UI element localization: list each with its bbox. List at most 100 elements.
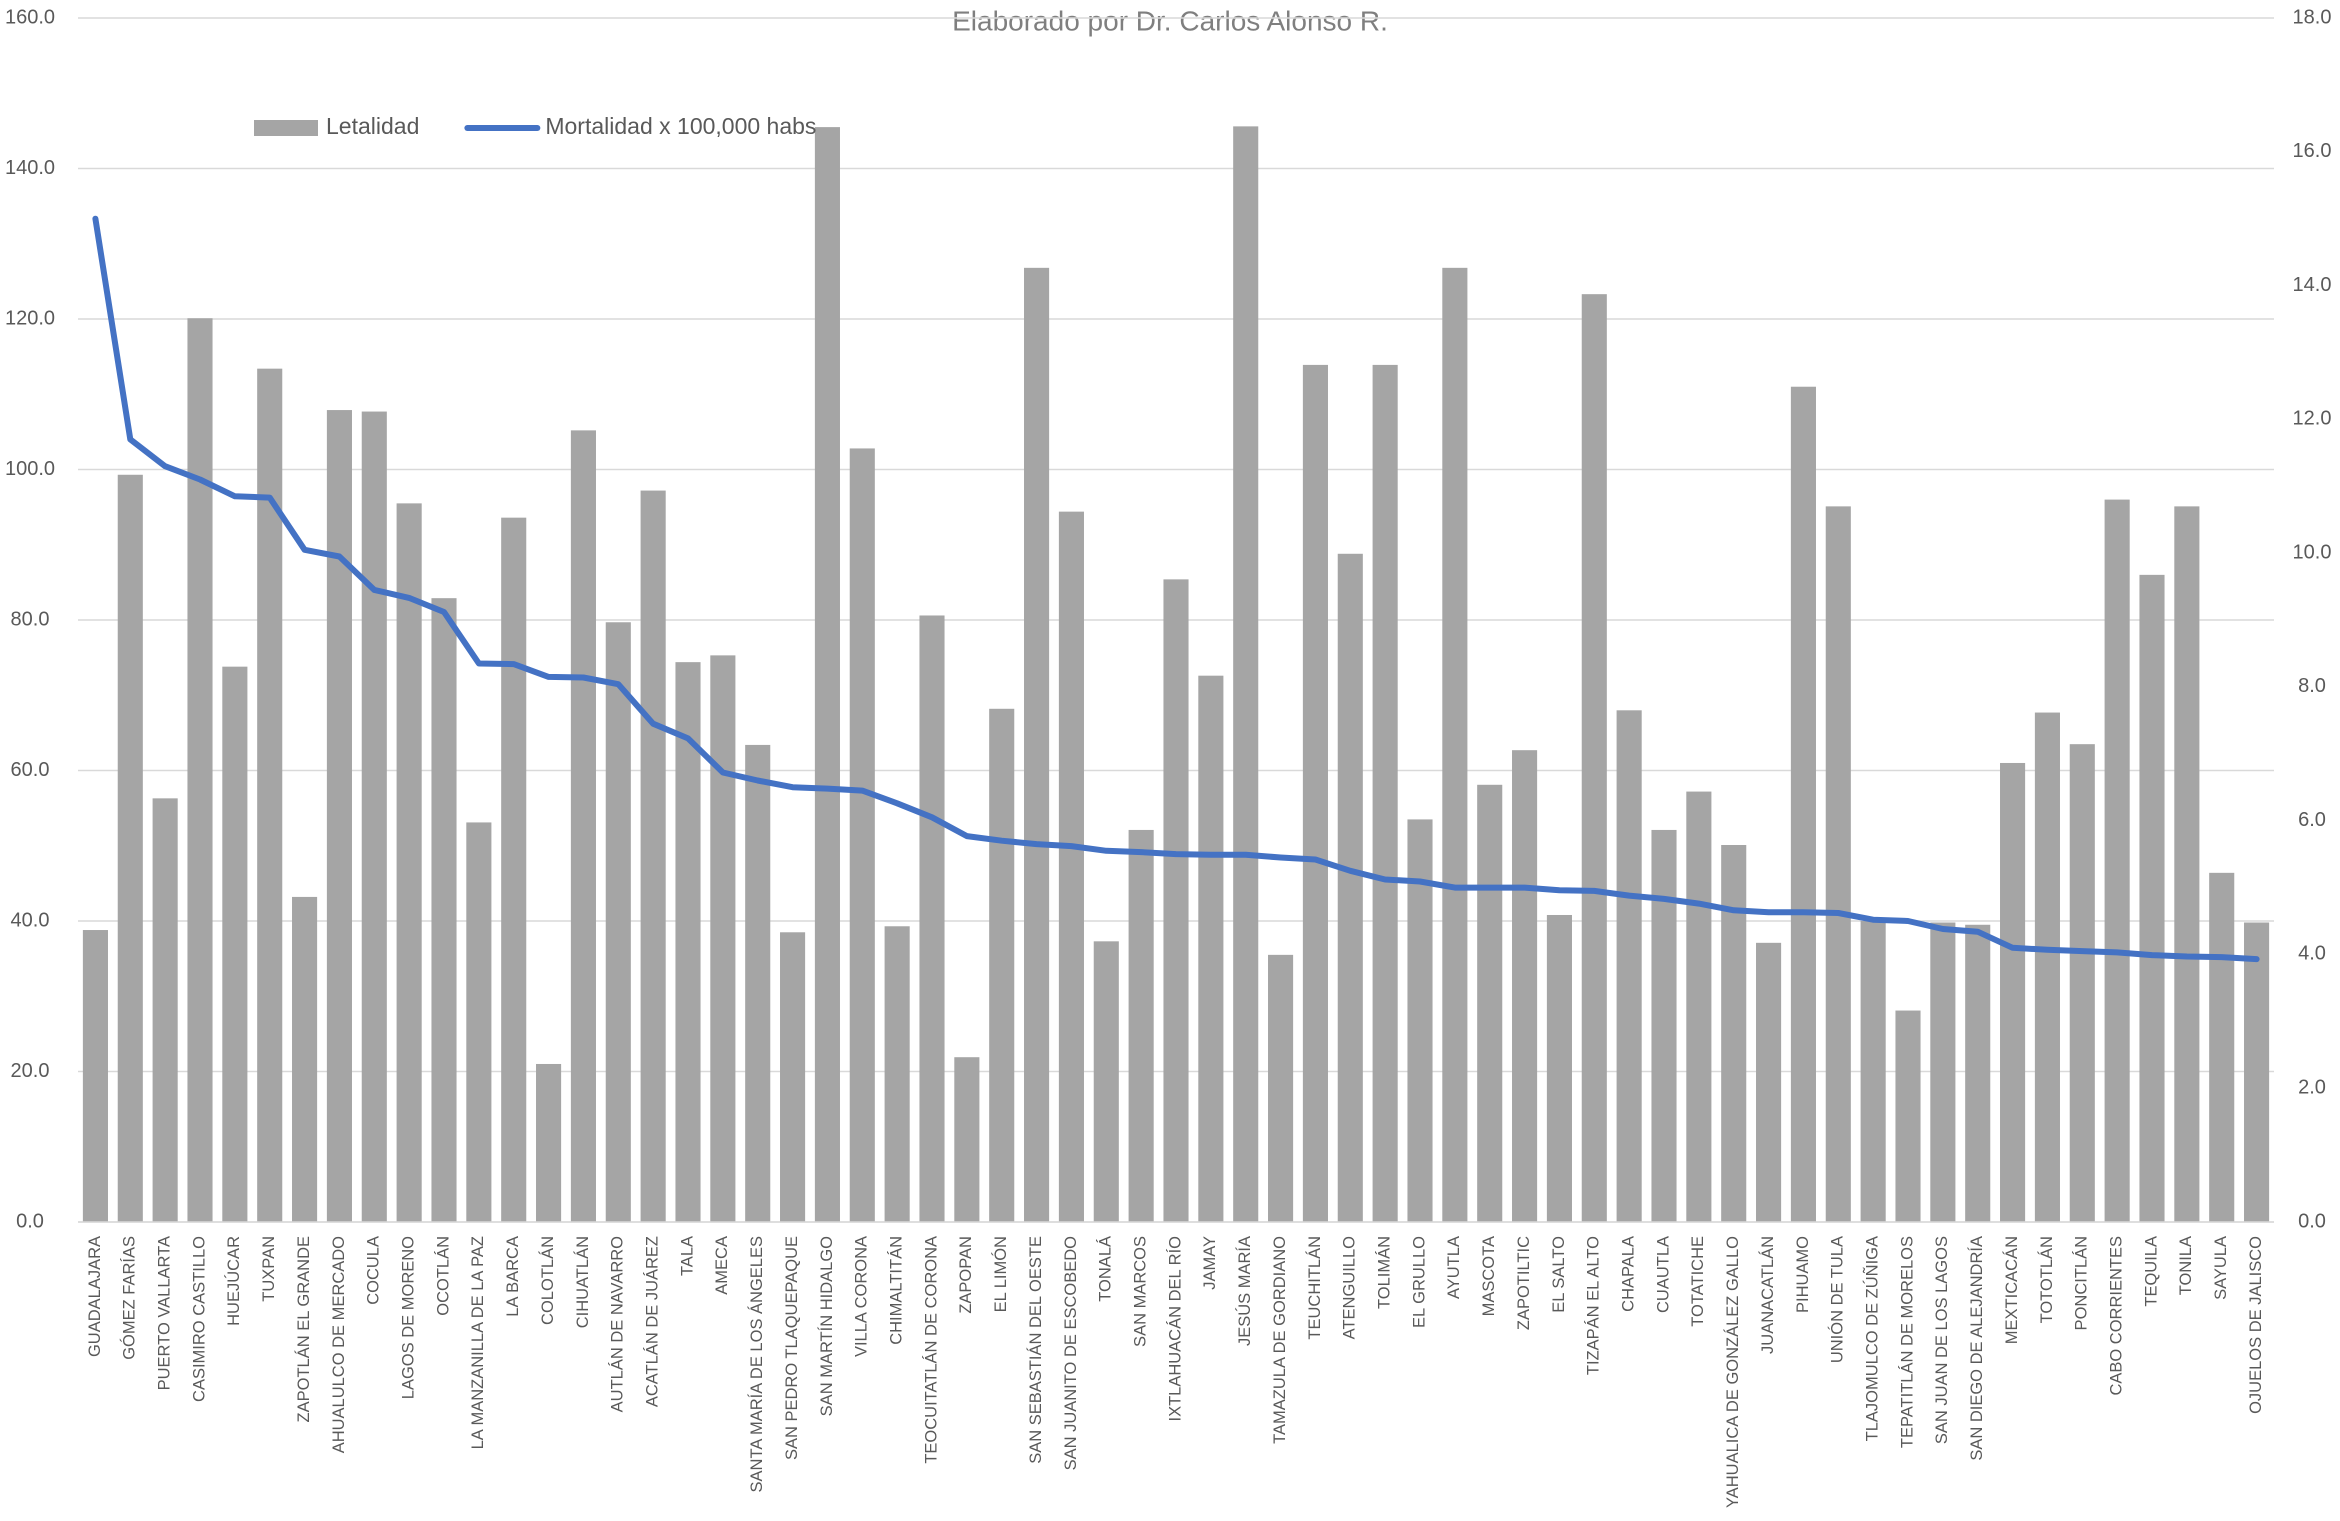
x-tick-label: SAN MARCOS (1132, 1236, 1150, 1347)
bar (1233, 126, 1259, 1223)
x-tick-label: TONALÁ (1096, 1236, 1115, 1302)
bar (570, 430, 596, 1222)
y-tick-label: 120.0 (5, 307, 55, 329)
bar (1790, 386, 1816, 1223)
bar (2104, 499, 2130, 1223)
x-tick-label: SAN PEDRO TLAQUEPAQUE (783, 1236, 801, 1460)
y2-tick-label: 12.0 (2293, 408, 2332, 430)
bar (1372, 364, 1398, 1223)
y2-tick-label: 0.0 (2298, 1210, 2326, 1232)
bar (1825, 506, 1851, 1222)
bar (536, 1063, 562, 1222)
x-tick-label: TOTOTLÁN (2037, 1236, 2056, 1323)
x-tick-label: TOLIMÁN (1375, 1236, 1394, 1309)
y-tick-label: 0.0 (16, 1210, 44, 1232)
y-tick-label: 40.0 (11, 909, 50, 931)
x-tick-label: TEQUILA (2142, 1236, 2160, 1307)
y-tick-label: 20.0 (11, 1060, 50, 1082)
bar (1024, 267, 1050, 1223)
bar (82, 930, 108, 1222)
x-tick-label: ACATLÁN DE JUÁREZ (643, 1236, 662, 1407)
bar (1930, 922, 1956, 1222)
x-tick-label: AMECA (713, 1236, 731, 1295)
x-tick-label: SAN JUAN DE LOS LAGOS (1933, 1236, 1951, 1444)
x-tick-label: CIHUATLÁN (573, 1236, 592, 1328)
bar (292, 896, 318, 1222)
x-tick-label: ZAPOTILTIC (1515, 1236, 1533, 1330)
bar (849, 448, 875, 1222)
bar (1581, 294, 1607, 1223)
y-tick-label: 80.0 (11, 608, 50, 630)
bar (745, 744, 771, 1222)
x-tick-label: CUAUTLA (1654, 1236, 1672, 1313)
x-tick-label: AHUALULCO DE MERCADO (330, 1236, 348, 1453)
bar (466, 822, 492, 1222)
legend-label: Letalidad (326, 113, 419, 139)
x-tick-label: CASIMIRO CASTILLO (190, 1236, 208, 1402)
x-tick-label: COCULA (365, 1236, 383, 1305)
bar (1616, 710, 1642, 1222)
x-tick-label: SAYULA (2212, 1236, 2230, 1300)
bar (326, 410, 352, 1222)
bar (605, 622, 631, 1222)
chart-title: Elaborado por Dr. Carlos Alonso R. (952, 5, 1388, 36)
x-tick-label: ZAPOPAN (957, 1236, 975, 1314)
line (92, 215, 2260, 963)
bar (1895, 1010, 1921, 1222)
x-tick-label: CHIMALTITÁN (887, 1236, 906, 1345)
bar (1058, 511, 1084, 1222)
x-tick-label: AYUTLA (1445, 1236, 1463, 1299)
x-tick-label: ATENGUILLO (1341, 1236, 1359, 1339)
x-tick-label: TEOCUITATLÁN DE CORONA (921, 1236, 940, 1464)
bar (675, 662, 701, 1222)
bar (954, 1057, 980, 1222)
bar (1163, 579, 1189, 1222)
x-tick-label: COLOTLÁN (538, 1236, 557, 1325)
bar (989, 708, 1015, 1222)
x-tick-label: EL GRULLO (1410, 1236, 1428, 1328)
x-tick-label: LA BARCA (504, 1236, 522, 1317)
x-tick-label: TONILA (2177, 1236, 2195, 1295)
x-tick-label: EL LIMÓN (991, 1236, 1010, 1312)
bar (1512, 750, 1538, 1222)
bar (152, 798, 178, 1222)
x-tick-label: TLAJOMULCO DE ZÚÑIGA (1862, 1236, 1882, 1441)
x-tick-label: TEUCHITLÁN (1305, 1236, 1324, 1340)
x-tick-label: CHAPALA (1620, 1236, 1638, 1312)
x-tick-label: MEXTICACÁN (2002, 1236, 2021, 1344)
x-tick-label: AUTLÁN DE NAVARRO (608, 1236, 627, 1413)
x-tick-label: CABO CORRIENTES (2108, 1236, 2126, 1396)
bar (1093, 941, 1119, 1222)
y2-tick-label: 10.0 (2293, 541, 2332, 563)
bar (2139, 574, 2165, 1222)
x-tick-label: JAMAY (1201, 1236, 1219, 1290)
bar (1407, 819, 1433, 1222)
bar (1442, 267, 1468, 1223)
y2-tick-label: 16.0 (2293, 140, 2332, 162)
y2-tick-label: 6.0 (2298, 809, 2326, 831)
bar (780, 932, 806, 1222)
bar (1756, 942, 1782, 1222)
y-tick-label: 160.0 (5, 6, 55, 28)
x-tick-label: JESÚS MARÍA (1235, 1236, 1254, 1346)
x-tick-label: TEPATITLÁN DE MORELOS (1897, 1236, 1916, 1448)
bar (2034, 712, 2060, 1222)
x-tick-label: TOTATICHE (1689, 1236, 1707, 1327)
bar (2174, 506, 2200, 1222)
y2-tick-label: 8.0 (2298, 675, 2326, 697)
x-tick-label: HUEJÚCAR (224, 1236, 243, 1326)
x-tick-label: EL SALTO (1550, 1236, 1568, 1313)
x-tick-label: VILLA CORONA (853, 1236, 871, 1357)
bar (1198, 675, 1224, 1222)
x-tick-label: SAN MARTÍN HIDALGO (817, 1236, 836, 1416)
x-tick-label: OCOTLÁN (433, 1236, 452, 1316)
x-tick-label: GÓMEZ FARÍAS (120, 1236, 139, 1360)
x-tick-label: TUXPAN (260, 1236, 278, 1302)
x-tick-label: LAGOS DE MORENO (400, 1236, 418, 1399)
bar (640, 490, 666, 1222)
x-tick-label: SANTA MARÍA DE LOS ÁNGELES (747, 1236, 766, 1492)
x-tick-label: PONCITLÁN (2072, 1236, 2091, 1330)
bar (222, 666, 248, 1222)
bar (1651, 829, 1677, 1222)
